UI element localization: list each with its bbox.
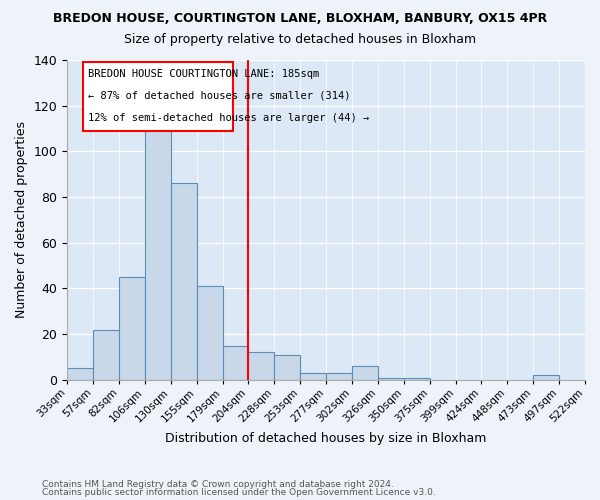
Bar bbox=[67, 368, 93, 380]
Bar bbox=[326, 373, 352, 380]
Bar bbox=[352, 366, 378, 380]
Bar bbox=[119, 277, 145, 380]
Bar bbox=[378, 378, 404, 380]
Text: ← 87% of detached houses are smaller (314): ← 87% of detached houses are smaller (31… bbox=[88, 91, 350, 101]
Text: Contains HM Land Registry data © Crown copyright and database right 2024.: Contains HM Land Registry data © Crown c… bbox=[42, 480, 394, 489]
Text: 12% of semi-detached houses are larger (44) →: 12% of semi-detached houses are larger (… bbox=[88, 112, 369, 122]
Y-axis label: Number of detached properties: Number of detached properties bbox=[15, 122, 28, 318]
Bar bbox=[404, 378, 430, 380]
Text: BREDON HOUSE, COURTINGTON LANE, BLOXHAM, BANBURY, OX15 4PR: BREDON HOUSE, COURTINGTON LANE, BLOXHAM,… bbox=[53, 12, 547, 26]
Bar bbox=[533, 376, 559, 380]
Bar bbox=[300, 373, 326, 380]
Text: BREDON HOUSE COURTINGTON LANE: 185sqm: BREDON HOUSE COURTINGTON LANE: 185sqm bbox=[88, 69, 319, 79]
FancyBboxPatch shape bbox=[83, 62, 233, 131]
Text: Size of property relative to detached houses in Bloxham: Size of property relative to detached ho… bbox=[124, 32, 476, 46]
Bar bbox=[248, 352, 274, 380]
X-axis label: Distribution of detached houses by size in Bloxham: Distribution of detached houses by size … bbox=[166, 432, 487, 445]
Bar bbox=[171, 184, 197, 380]
Bar bbox=[197, 286, 223, 380]
Text: Contains public sector information licensed under the Open Government Licence v3: Contains public sector information licen… bbox=[42, 488, 436, 497]
Bar bbox=[274, 354, 300, 380]
Bar bbox=[93, 330, 119, 380]
Bar bbox=[145, 106, 171, 380]
Bar bbox=[223, 346, 248, 380]
